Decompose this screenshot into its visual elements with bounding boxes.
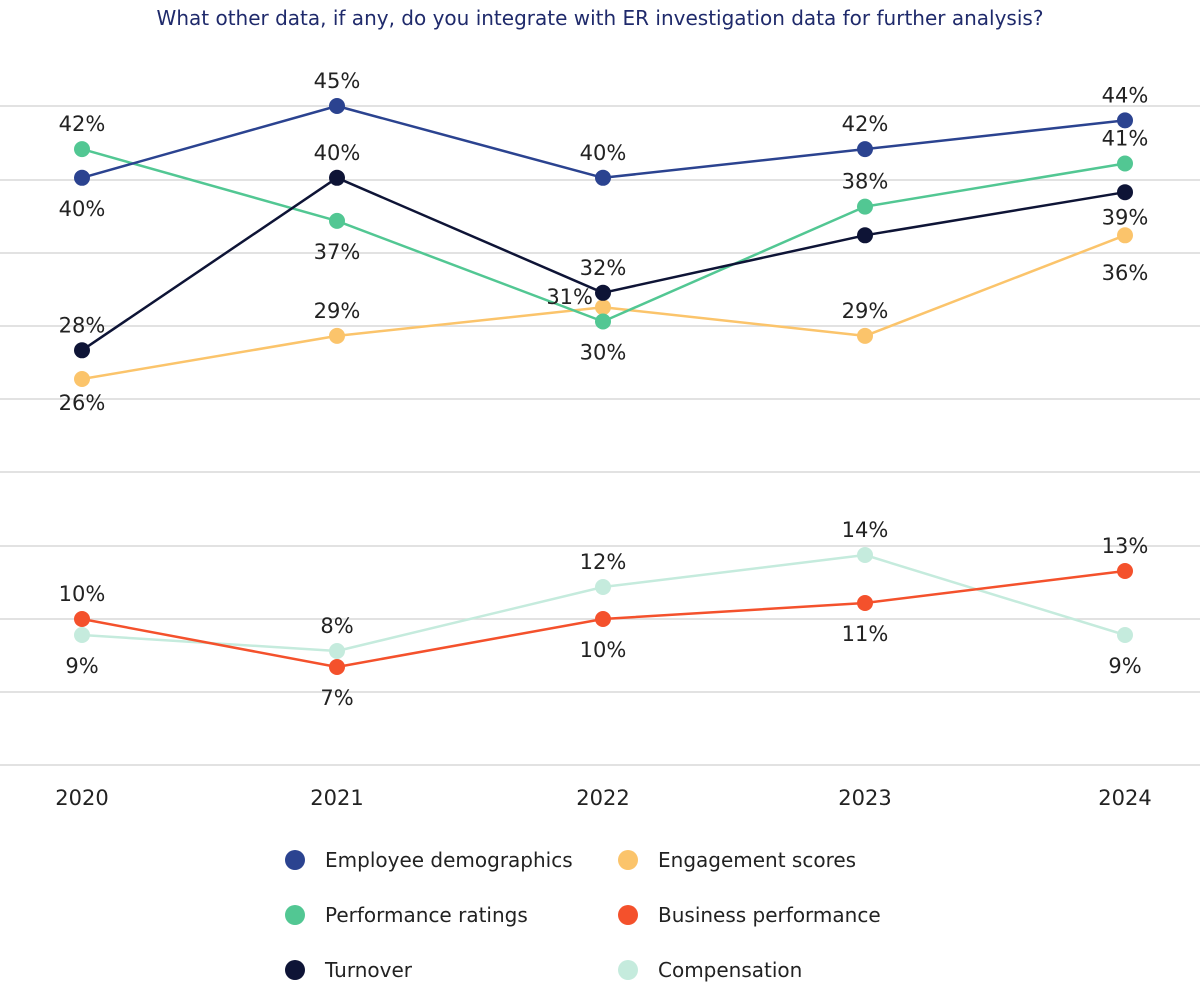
x-tick-label: 2024 [1098, 786, 1151, 810]
legend-item-performance-ratings: Performance ratings [285, 903, 528, 927]
series-points [74, 98, 1133, 675]
data-point [74, 611, 90, 627]
data-label: 36% [1102, 261, 1149, 285]
legend-label: Compensation [658, 958, 802, 982]
data-point [857, 227, 873, 244]
x-tick-label: 2023 [838, 786, 891, 810]
data-point [857, 595, 873, 611]
data-point [329, 659, 345, 675]
chart-title: What other data, if any, do you integrat… [156, 6, 1044, 30]
data-label: 13% [1102, 534, 1149, 558]
x-tick-label: 2022 [576, 786, 629, 810]
data-point [329, 169, 345, 186]
data-label: 38% [842, 170, 889, 194]
data-label: 29% [314, 299, 361, 323]
data-point [595, 313, 611, 330]
data-point [1117, 112, 1133, 129]
data-point [74, 342, 90, 359]
legend-label: Turnover [324, 958, 413, 982]
data-label: 29% [842, 299, 889, 323]
data-labels: 40% 45% 40% 42% 44% 42% 37% 30% 38% 41% 28% 40% 32% 2… [59, 69, 1149, 710]
legend-item-employee-demographics: Employee demographics [285, 848, 573, 872]
gridlines [0, 105, 1200, 766]
data-label: 30% [580, 341, 627, 365]
data-label: 44% [1102, 83, 1149, 107]
data-point [857, 327, 873, 344]
data-point [1117, 184, 1133, 201]
data-label: 14% [842, 518, 889, 542]
data-label: 40% [59, 197, 106, 221]
data-point [329, 327, 345, 344]
x-axis-ticks: 2020 2021 2022 2023 2024 [55, 786, 1151, 810]
data-point [595, 611, 611, 627]
data-label: 10% [59, 582, 106, 606]
data-label: 7% [320, 686, 353, 710]
legend-item-business-performance: Business performance [618, 903, 881, 927]
data-point [329, 643, 345, 659]
data-point [74, 371, 90, 387]
data-label: 41% [1102, 127, 1149, 151]
legend: Employee demographics Performance ratings… [285, 848, 881, 982]
data-point [1117, 563, 1133, 579]
legend-label: Employee demographics [325, 848, 573, 872]
data-label: 10% [580, 638, 627, 662]
data-point [857, 547, 873, 563]
data-label: 42% [59, 112, 106, 136]
x-tick-label: 2020 [55, 786, 108, 810]
legend-marker [618, 850, 638, 870]
data-point [595, 579, 611, 595]
data-label: 28% [59, 313, 106, 337]
data-point [74, 141, 90, 158]
data-point [1117, 227, 1133, 244]
data-point [857, 141, 873, 158]
legend-item-compensation: Compensation [618, 958, 802, 982]
data-label: 11% [842, 622, 889, 646]
legend-label: Engagement scores [658, 848, 856, 872]
legend-marker [285, 850, 305, 870]
data-label: 45% [314, 69, 361, 93]
data-point [595, 299, 611, 316]
data-label: 37% [314, 240, 361, 264]
data-point [595, 284, 611, 301]
data-point [74, 169, 90, 186]
legend-marker [618, 905, 638, 925]
data-label: 12% [580, 550, 627, 574]
data-label: 39% [1102, 205, 1149, 229]
data-label: 42% [842, 112, 889, 136]
data-point [329, 98, 345, 114]
legend-label: Business performance [658, 903, 881, 927]
legend-marker [285, 905, 305, 925]
data-label: 40% [580, 141, 627, 165]
data-label: 8% [320, 614, 353, 638]
legend-marker [618, 960, 638, 980]
legend-label: Performance ratings [325, 903, 528, 927]
legend-item-turnover: Turnover [285, 958, 413, 982]
data-label: 9% [65, 654, 98, 678]
data-label: 32% [580, 256, 627, 280]
data-point [857, 198, 873, 215]
data-point [1117, 155, 1133, 172]
data-label: 9% [1108, 654, 1141, 678]
data-point [1117, 627, 1133, 643]
x-tick-label: 2021 [310, 786, 363, 810]
data-label: 26% [59, 391, 106, 415]
data-label: 40% [314, 141, 361, 165]
legend-marker [285, 960, 305, 980]
data-point [329, 212, 345, 229]
data-label: 31% [546, 285, 593, 309]
legend-item-engagement-scores: Engagement scores [618, 848, 856, 872]
data-point [74, 627, 90, 643]
data-point [595, 169, 611, 186]
